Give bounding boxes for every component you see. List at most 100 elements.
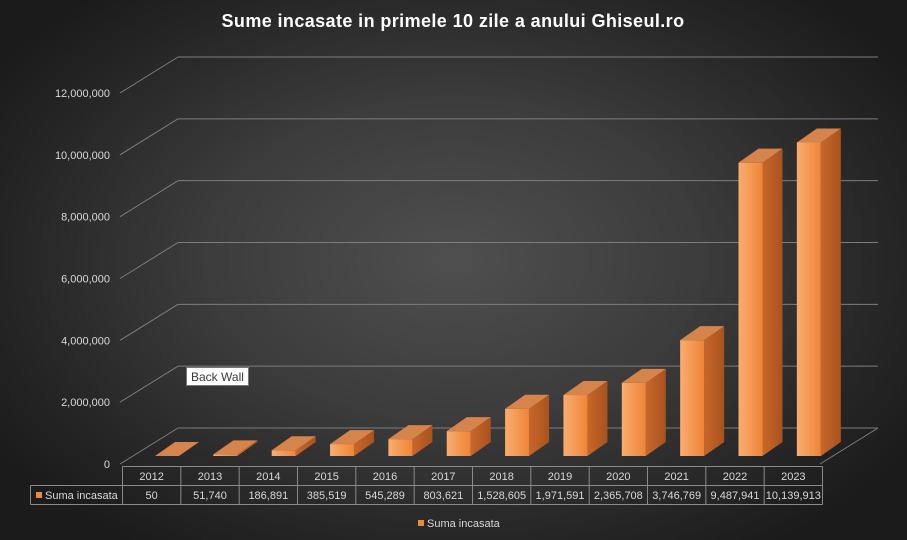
bar-2021[interactable] bbox=[680, 326, 725, 456]
bar-2020[interactable] bbox=[621, 368, 666, 456]
bar-top-face bbox=[796, 128, 841, 143]
bar-2014[interactable] bbox=[271, 436, 316, 456]
data-table-value-2017: 803,621 bbox=[423, 490, 463, 502]
bar-side-face bbox=[587, 381, 608, 456]
side-wall-gridline bbox=[119, 56, 179, 94]
side-wall-gridline bbox=[119, 303, 179, 341]
legend-entry-label[interactable]: Suma incasata bbox=[427, 518, 501, 530]
data-table-year-2018: 2018 bbox=[489, 471, 513, 483]
floor-edge bbox=[819, 427, 879, 465]
bar-2015[interactable] bbox=[330, 430, 375, 456]
bar-2016[interactable] bbox=[388, 425, 433, 456]
data-table-value-2019: 1,971,591 bbox=[536, 490, 585, 502]
data-table-year-2021: 2021 bbox=[664, 471, 688, 483]
y-tick-label: 4,000,000 bbox=[61, 335, 110, 347]
bar-front-face bbox=[213, 454, 238, 456]
bar-top-face bbox=[330, 430, 375, 445]
bar-front-face bbox=[330, 444, 355, 456]
bar-side-face bbox=[295, 436, 316, 456]
bar-front-face bbox=[505, 408, 530, 456]
data-table-value-2014: 186,891 bbox=[248, 490, 288, 502]
side-wall-gridline bbox=[119, 365, 179, 403]
bar-side-face bbox=[762, 148, 783, 456]
bar-top-face bbox=[446, 417, 491, 432]
bar-2023[interactable] bbox=[796, 128, 841, 456]
bar-top-face bbox=[563, 381, 608, 396]
tooltip-box bbox=[186, 367, 249, 386]
bar-top-face bbox=[621, 368, 666, 383]
bar-side-face bbox=[820, 128, 841, 456]
tooltip-text: Back Wall bbox=[191, 370, 244, 384]
bar-2019[interactable] bbox=[563, 381, 608, 456]
y-tick-label: 2,000,000 bbox=[61, 397, 110, 409]
bar-side-face bbox=[645, 368, 666, 456]
data-table-year-2012: 2012 bbox=[139, 471, 163, 483]
bar-top-face bbox=[271, 436, 316, 451]
data-table-year-2015: 2015 bbox=[314, 471, 338, 483]
side-wall-gridline bbox=[119, 180, 179, 218]
bar-side-face bbox=[354, 430, 375, 456]
back-wall-tooltip: Back Wall bbox=[186, 367, 249, 386]
bar-front-face bbox=[738, 162, 763, 456]
legend[interactable]: Suma incasata bbox=[418, 518, 501, 530]
bar-front-face bbox=[680, 340, 705, 456]
bar-side-face bbox=[704, 326, 725, 456]
bar-top-face bbox=[680, 326, 725, 341]
data-table-year-2020: 2020 bbox=[606, 471, 630, 483]
data-table-value-2012: 50 bbox=[146, 490, 158, 502]
data-table-value-2015: 385,519 bbox=[307, 490, 347, 502]
bar-top-face bbox=[505, 394, 550, 409]
chart-title[interactable]: Sume incasate in primele 10 zile a anulu… bbox=[222, 11, 685, 31]
data-table-legend-key-icon bbox=[36, 492, 42, 498]
y-tick-label: 0 bbox=[104, 459, 110, 471]
bar-2012[interactable] bbox=[155, 441, 199, 456]
data-table-value-2013: 51,740 bbox=[193, 490, 227, 502]
bar-2013[interactable] bbox=[213, 440, 258, 456]
bar-side-face bbox=[179, 441, 199, 456]
bar-2017[interactable] bbox=[446, 417, 491, 456]
bar-2018[interactable] bbox=[505, 394, 550, 456]
bar-front-face bbox=[621, 382, 646, 456]
bar-front-face bbox=[446, 431, 471, 456]
y-axis-labels: 0 2,000,000 4,000,000 6,000,000 8,000,000 10,… bbox=[55, 88, 110, 471]
data-table-value-2016: 545,289 bbox=[365, 490, 405, 502]
data-table-year-2016: 2016 bbox=[373, 471, 397, 483]
legend-key-icon bbox=[418, 520, 424, 526]
bar-series[interactable] bbox=[155, 128, 841, 456]
y-tick-label: 10,000,000 bbox=[55, 150, 110, 162]
data-table-value-2021: 3,746,769 bbox=[652, 490, 701, 502]
data-table[interactable]: 2012 50 2013 51,740 2014 186,891 2015 385,519 20… bbox=[30, 466, 823, 505]
side-wall-gridline bbox=[119, 118, 179, 156]
bar-side-face bbox=[470, 417, 491, 456]
data-table-year-2022: 2022 bbox=[723, 471, 747, 483]
bar-top-face bbox=[738, 148, 783, 163]
y-tick-label: 12,000,000 bbox=[55, 88, 110, 100]
data-table-year-2023: 2023 bbox=[781, 471, 805, 483]
bar-side-face bbox=[412, 425, 433, 456]
data-table-year-2019: 2019 bbox=[548, 471, 572, 483]
bar-top-face bbox=[213, 440, 258, 455]
bar-side-face bbox=[237, 440, 258, 456]
bar-side-face bbox=[529, 394, 550, 456]
bar-front-face bbox=[271, 450, 296, 456]
bar-front-face bbox=[796, 142, 821, 456]
side-wall-gridline bbox=[119, 242, 179, 279]
bar-front-face bbox=[563, 395, 588, 456]
data-table-year-2014: 2014 bbox=[256, 471, 280, 483]
bar-top-face bbox=[388, 425, 433, 440]
data-table-row-label: Suma incasata bbox=[45, 490, 119, 502]
data-table-value-2020: 2,365,708 bbox=[594, 490, 643, 502]
bar-top-face bbox=[155, 441, 199, 456]
bar-front-face bbox=[388, 439, 413, 456]
data-table-year-2013: 2013 bbox=[198, 471, 222, 483]
side-wall-gridline bbox=[119, 427, 179, 465]
data-table-value-2018: 1,528,605 bbox=[477, 490, 526, 502]
bar-2022[interactable] bbox=[738, 148, 783, 456]
data-table-value-2022: 9,487,941 bbox=[711, 490, 760, 502]
data-table-year-2017: 2017 bbox=[431, 471, 455, 483]
y-tick-label: 8,000,000 bbox=[61, 212, 110, 224]
data-table-value-2023: 10,139,913 bbox=[766, 490, 821, 502]
y-tick-label: 6,000,000 bbox=[61, 274, 110, 286]
